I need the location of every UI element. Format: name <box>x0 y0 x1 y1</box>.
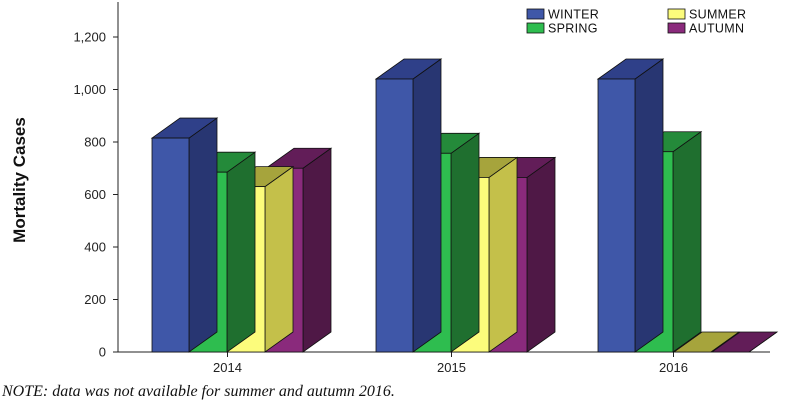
bar-front <box>375 78 414 353</box>
legend-label: WINTER <box>548 8 599 22</box>
legend-label: SPRING <box>548 22 598 36</box>
x-tick-label: 2015 <box>437 360 466 375</box>
bar-side <box>488 156 518 353</box>
bar-side <box>450 132 480 353</box>
mortality-bar-chart: 0 200 400 600 800 1,000 1,200 Mortality Cases 20… <box>10 2 779 375</box>
bar <box>374 58 443 353</box>
x-tick-label: 2014 <box>213 360 242 375</box>
legend-entry: WINTER <box>526 8 599 22</box>
bar-side <box>188 117 218 353</box>
y-tick-label: 600 <box>84 187 106 202</box>
legend-swatch <box>526 22 545 34</box>
chart-axes: 0 200 400 600 800 1,000 1,200 Mortality Cases 20… <box>10 2 770 375</box>
bar-side <box>634 58 664 353</box>
bar <box>672 331 741 353</box>
bar-side <box>412 58 442 353</box>
bar <box>710 331 779 353</box>
bar <box>596 58 665 353</box>
bar-front <box>597 78 636 353</box>
bar-top <box>710 331 779 353</box>
legend-swatch <box>667 8 686 20</box>
legend-label: SUMMER <box>689 8 746 22</box>
legend-swatch <box>667 22 686 34</box>
y-tick-label: 1,200 <box>73 30 106 45</box>
y-tick-label: 800 <box>84 135 106 150</box>
bar-side <box>672 130 702 353</box>
bar-side <box>226 151 256 353</box>
footnote: NOTE: data was not available for summer … <box>2 383 395 400</box>
legend-entry: SUMMER <box>667 8 746 22</box>
legend-swatch <box>526 8 545 20</box>
y-tick-label: 200 <box>84 292 106 307</box>
bar-side <box>302 147 332 353</box>
chart-bars <box>150 58 779 353</box>
y-tick-label: 1,000 <box>73 82 106 97</box>
legend-entry: AUTUMN <box>667 22 744 36</box>
legend-entry: SPRING <box>526 22 598 36</box>
legend-label: AUTUMN <box>689 22 744 36</box>
y-axis-title: Mortality Cases <box>10 117 29 243</box>
x-tick-label: 2016 <box>659 360 688 375</box>
bar-top <box>672 331 741 353</box>
bar-side <box>264 165 294 353</box>
y-tick-label: 400 <box>84 240 106 255</box>
bar <box>150 117 219 353</box>
bar-side <box>526 156 556 353</box>
y-tick-label: 0 <box>99 345 106 360</box>
bar-front <box>151 137 190 353</box>
